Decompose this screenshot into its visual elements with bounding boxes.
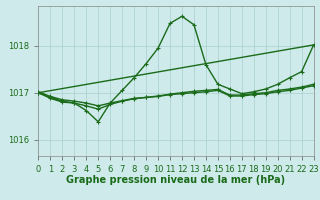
X-axis label: Graphe pression niveau de la mer (hPa): Graphe pression niveau de la mer (hPa) <box>67 175 285 185</box>
